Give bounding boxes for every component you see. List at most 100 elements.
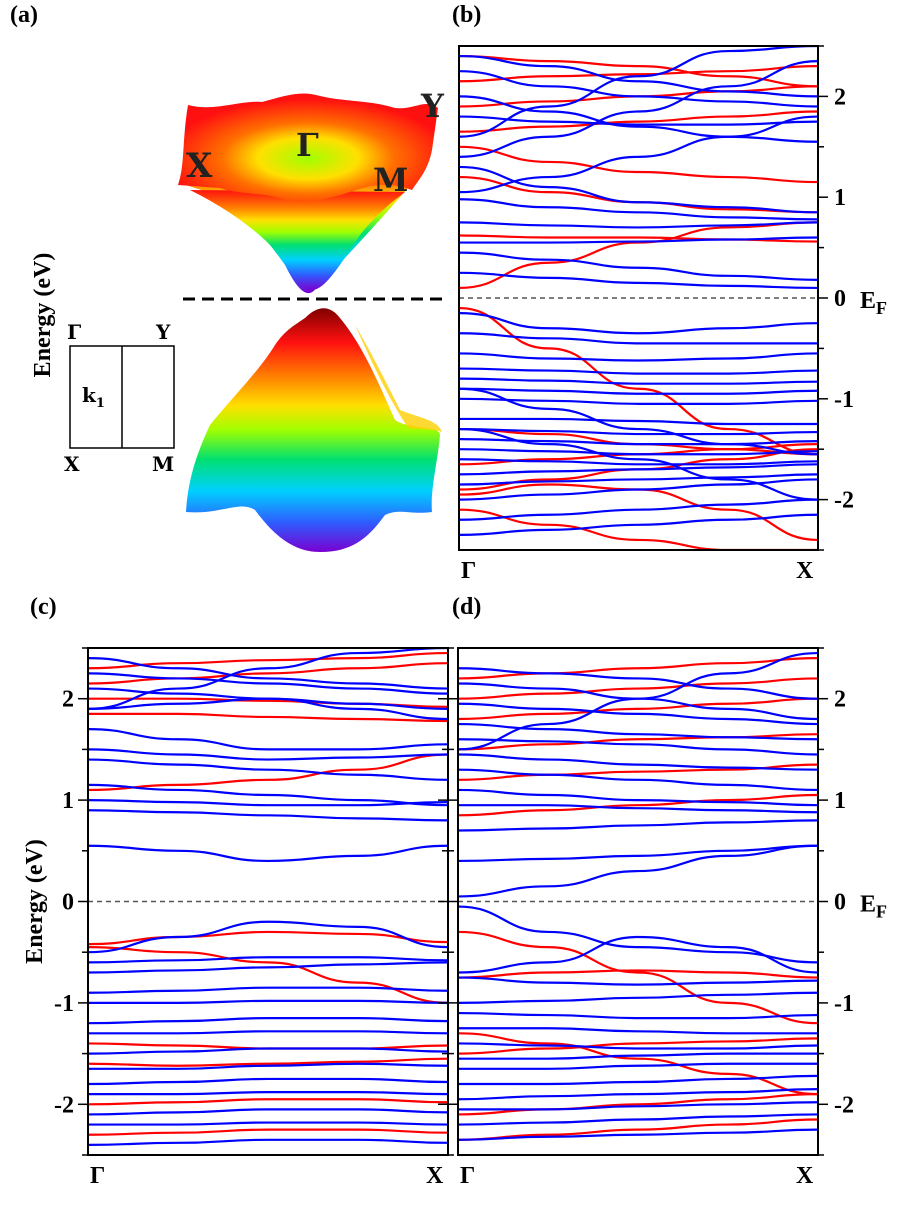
band-line-c-0 <box>88 930 448 946</box>
band-line-c-24 <box>88 1138 448 1146</box>
band-line-c-14 <box>88 986 448 994</box>
x-tick-label-b: Γ <box>461 558 476 584</box>
band-line-d-0 <box>458 930 818 1025</box>
band-line-d-8 <box>458 733 818 751</box>
band-line-b-24 <box>459 60 818 158</box>
band-line-d-3 <box>458 1037 818 1055</box>
band-line-d-28 <box>458 991 818 1004</box>
band-line-b-40 <box>459 473 818 486</box>
band-line-d-24 <box>458 651 818 751</box>
bz-k-sub: 1 <box>96 396 105 411</box>
fermi-label-main-d: E <box>860 892 876 918</box>
band-line-b-6 <box>459 65 818 83</box>
bz-label-gamma: Γ <box>67 320 81 344</box>
band-line-c-31 <box>88 728 448 751</box>
band-line-c-21 <box>88 1091 448 1096</box>
band-line-c-28 <box>88 783 448 807</box>
band-line-d-16 <box>458 788 818 807</box>
band-line-d-26 <box>458 935 818 974</box>
valence-band-surface <box>186 308 442 552</box>
bz-k-main: k <box>82 383 97 407</box>
band-line-c-20 <box>88 1077 448 1086</box>
band-line-b-25 <box>459 46 818 138</box>
band-line-d-38 <box>458 1128 818 1141</box>
band-line-d-25 <box>458 905 818 964</box>
band-line-d-17 <box>458 768 818 792</box>
band-line-d-29 <box>458 1011 818 1020</box>
band-line-d-13 <box>458 844 818 863</box>
band-line-d-32 <box>458 1052 818 1060</box>
y-tick-label-b: 1 <box>834 185 846 211</box>
x-tick-label-b: X <box>796 558 814 584</box>
band-line-c-1 <box>88 946 448 1004</box>
x-tick-label-c: X <box>426 1163 444 1189</box>
band-line-d-10 <box>458 677 818 700</box>
y-tick-label-d: 1 <box>834 788 846 814</box>
surface-label-m: M <box>373 161 408 199</box>
band-line-c-13 <box>88 961 448 974</box>
band-line-b-3 <box>459 145 818 184</box>
band-line-b-20 <box>459 115 818 194</box>
y-tick-label-b: 2 <box>834 84 846 110</box>
band-line-b-4 <box>459 110 818 133</box>
band-line-c-36 <box>88 657 448 690</box>
y-tick-label-b: -2 <box>834 488 854 514</box>
panel-label-d: (d) <box>452 594 481 620</box>
band-line-c-5 <box>88 1128 448 1136</box>
y-tick-label-c: -2 <box>54 1092 74 1118</box>
panel-d: 2 1 0 -1 -2 Γ X (d) EF <box>452 594 887 1189</box>
band-line-c-10 <box>88 651 448 670</box>
band-line-c-9 <box>88 662 448 685</box>
bands-b <box>459 46 818 550</box>
y-axis-title-c: Energy (eV) <box>22 839 48 964</box>
band-line-b-21 <box>459 115 818 126</box>
band-line-b-12 <box>459 508 818 550</box>
valence-dome <box>186 308 440 552</box>
band-line-d-36 <box>458 1101 818 1111</box>
band-line-c-25 <box>88 844 448 863</box>
band-line-c-34 <box>88 672 448 695</box>
y-tick-label-c: 2 <box>62 687 74 713</box>
band-line-c-22 <box>88 1108 448 1116</box>
bz-label-m: M <box>152 452 174 476</box>
band-line-b-27 <box>459 312 818 335</box>
x-tick-label-d: Γ <box>460 1163 475 1189</box>
band-line-b-33 <box>459 397 818 405</box>
band-line-d-6 <box>458 793 818 817</box>
band-line-b-35 <box>459 427 818 436</box>
band-line-b-26 <box>459 54 818 98</box>
y-tick-label-c: 1 <box>62 788 74 814</box>
band-line-c-16 <box>88 1017 448 1025</box>
band-line-d-33 <box>458 1062 818 1070</box>
band-line-b-17 <box>459 271 818 290</box>
band-line-b-29 <box>459 352 818 362</box>
x-tick-label-d: X <box>796 1163 814 1189</box>
brillouin-zone: Γ Y X M k1 <box>64 320 175 476</box>
band-line-d-27 <box>458 976 818 986</box>
band-line-c-35 <box>88 648 448 710</box>
valence-dome-side <box>355 325 442 432</box>
band-line-b-31 <box>459 377 818 385</box>
band-line-d-15 <box>458 804 818 814</box>
band-line-c-7 <box>88 712 448 723</box>
band-line-d-23 <box>458 667 818 700</box>
band-line-b-39 <box>459 463 818 476</box>
band-line-c-17 <box>88 1030 448 1035</box>
band-line-d-9 <box>458 697 818 721</box>
band-line-c-11 <box>88 920 448 954</box>
band-line-b-32 <box>459 387 818 395</box>
y-tick-label-b: 0 <box>834 286 846 312</box>
band-line-c-19 <box>88 1062 448 1070</box>
fermi-label-main-b: E <box>860 288 876 314</box>
panel-a: (a) Energy (eV) X Γ M Y Γ Y X M k1 <box>10 2 445 552</box>
conduction-top-sheet <box>178 93 438 202</box>
band-line-d-37 <box>458 1113 818 1126</box>
panel-label-b: (b) <box>452 2 481 28</box>
panel-label-c: (c) <box>30 594 57 620</box>
conduction-band-surface: X Γ M Y <box>178 87 445 294</box>
band-line-b-43 <box>459 513 818 536</box>
band-line-c-3 <box>88 1057 448 1067</box>
y-tick-label-d: -1 <box>834 991 854 1017</box>
fermi-label-sub-b: F <box>876 298 887 318</box>
